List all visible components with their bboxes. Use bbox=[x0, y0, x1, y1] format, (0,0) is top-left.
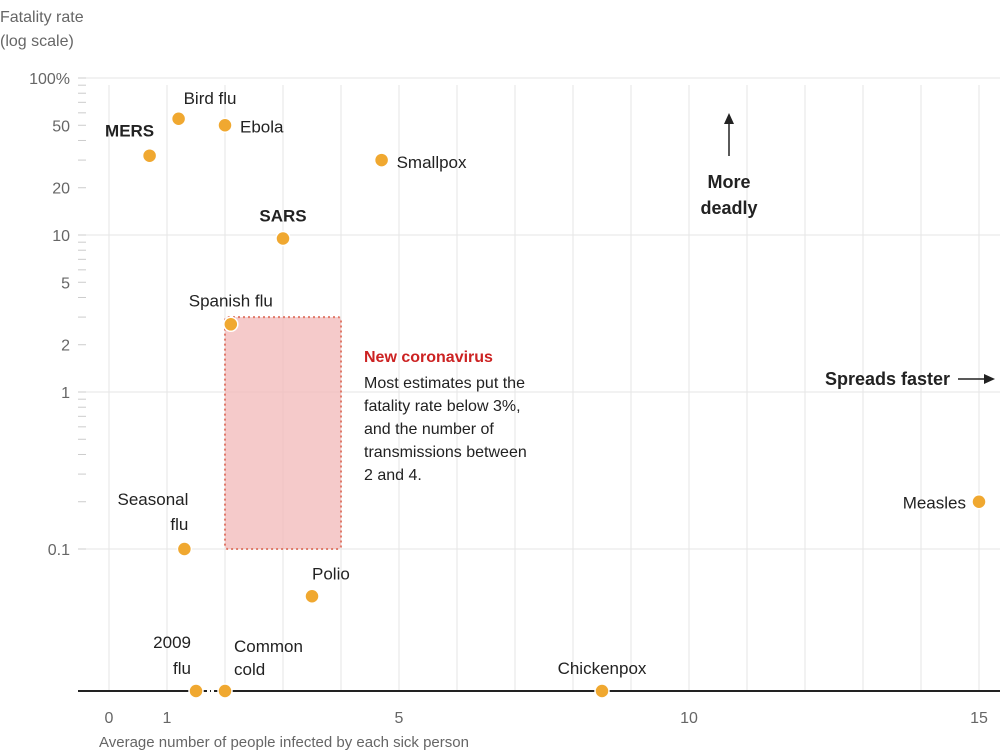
coronavirus-title: New coronavirus bbox=[364, 349, 493, 366]
data-point bbox=[594, 683, 610, 699]
coronavirus-text-line-1: Most estimates put the bbox=[364, 375, 525, 392]
coronavirus-text-line-2: fatality rate below 3%, bbox=[364, 398, 521, 415]
point-label: Bird flu bbox=[184, 89, 237, 108]
y-axis: 100% 50 20 10 5 2 1 0.1 bbox=[29, 71, 86, 559]
data-point bbox=[373, 152, 390, 168]
y-tick-label: 100% bbox=[29, 71, 70, 88]
y-tick-label: 1 bbox=[61, 385, 70, 402]
y-tick-label: 20 bbox=[52, 181, 70, 198]
point-label: cold bbox=[234, 660, 265, 679]
data-points bbox=[141, 111, 987, 699]
data-point bbox=[217, 117, 233, 134]
data-point bbox=[275, 230, 291, 247]
coronavirus-region bbox=[224, 316, 342, 550]
data-point bbox=[304, 588, 320, 605]
data-point bbox=[217, 683, 233, 699]
coronavirus-annotation: New coronavirus Most estimates put the f… bbox=[364, 349, 527, 484]
data-point bbox=[170, 111, 187, 127]
data-point bbox=[188, 683, 204, 699]
point-labels: Bird flu MERS Ebola Smallpox SARS Spanish flu… bbox=[105, 89, 966, 679]
point-label: Measles bbox=[903, 494, 966, 513]
x-axis: 0 1 5 10 15 bbox=[78, 690, 1000, 727]
y-axis-title-line-2: (log scale) bbox=[0, 33, 74, 50]
more-deadly-line-1: More bbox=[707, 172, 750, 192]
y-tick-label: 10 bbox=[52, 228, 70, 245]
coronavirus-text-line-4: transmissions between bbox=[364, 444, 527, 461]
x-tick-label: 0 bbox=[105, 710, 114, 727]
point-label: Smallpox bbox=[397, 153, 467, 172]
point-label: SARS bbox=[259, 206, 306, 225]
point-label: MERS bbox=[105, 122, 154, 141]
x-tick-label: 10 bbox=[680, 710, 698, 727]
x-tick-label: 5 bbox=[395, 710, 404, 727]
point-label: Seasonal bbox=[118, 490, 189, 509]
spreads-faster-annotation: Spreads faster bbox=[825, 369, 995, 389]
more-deadly-annotation: More deadly bbox=[700, 113, 758, 218]
point-label: Common bbox=[234, 637, 303, 656]
data-point bbox=[141, 147, 158, 164]
point-label: Ebola bbox=[240, 117, 284, 136]
highlight-region-rect bbox=[224, 316, 342, 550]
data-point bbox=[176, 541, 193, 557]
x-tick-label: 1 bbox=[163, 710, 172, 727]
spreads-faster-label: Spreads faster bbox=[825, 369, 950, 389]
point-label: Spanish flu bbox=[189, 291, 273, 310]
point-label: Polio bbox=[312, 564, 350, 583]
y-tick-label: 50 bbox=[52, 118, 70, 135]
point-label: flu bbox=[173, 659, 191, 678]
data-point bbox=[971, 493, 987, 510]
more-deadly-line-2: deadly bbox=[700, 198, 757, 218]
point-label: Chickenpox bbox=[558, 659, 647, 678]
up-arrowhead-icon bbox=[724, 113, 734, 124]
x-tick-label: 15 bbox=[970, 710, 988, 727]
x-axis-title: Average number of people infected by eac… bbox=[99, 734, 469, 751]
y-axis-title-line-1: Fatality rate bbox=[0, 9, 84, 26]
point-label: 2009 bbox=[153, 633, 191, 652]
y-tick-label: 0.1 bbox=[48, 542, 70, 559]
y-tick-label: 5 bbox=[61, 275, 70, 292]
right-arrowhead-icon bbox=[984, 374, 995, 384]
point-label: flu bbox=[170, 515, 188, 534]
coronavirus-text-line-3: and the number of bbox=[364, 421, 494, 438]
coronavirus-text-line-5: 2 and 4. bbox=[364, 467, 422, 484]
y-tick-label: 2 bbox=[61, 338, 70, 355]
data-point bbox=[223, 316, 239, 333]
